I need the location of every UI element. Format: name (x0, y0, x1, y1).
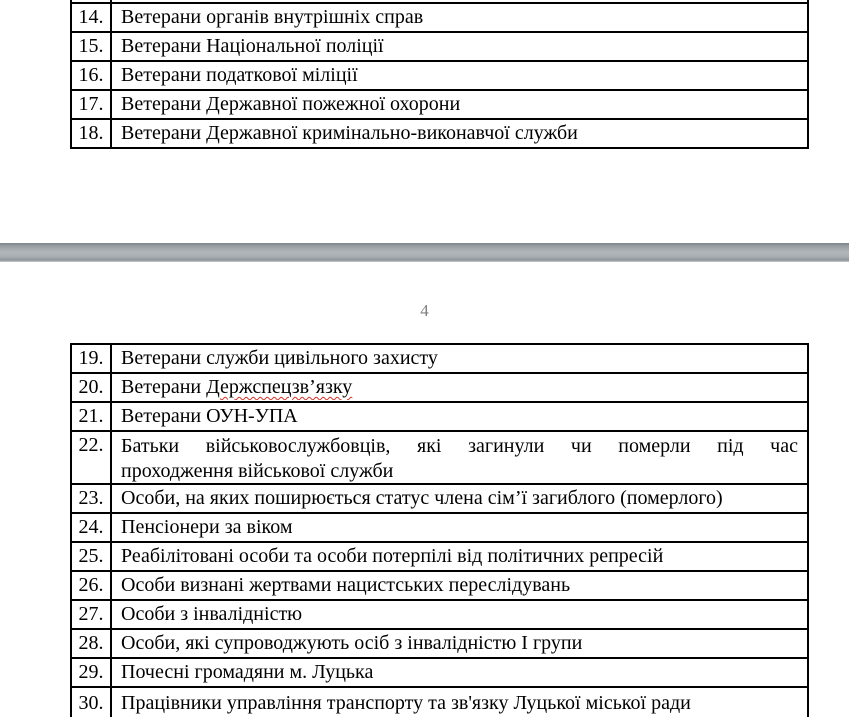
categories-table-page4[interactable]: 19. Ветерани служби цивільного захисту 2… (70, 343, 809, 717)
page-break-separator (0, 243, 849, 262)
row-number-cell[interactable]: 21. (72, 403, 112, 430)
row-number[interactable]: 26. (78, 574, 104, 596)
row-number[interactable]: 25. (78, 545, 104, 567)
row-number[interactable]: 21. (78, 405, 104, 427)
row-text[interactable]: Ветерани (121, 376, 207, 398)
row-text-cell[interactable]: Ветерани органів внутрішніх справ (112, 5, 807, 30)
row-text-cell[interactable]: Почесні громадяни м. Луцька (112, 660, 807, 685)
row-number-cell[interactable]: 28. (72, 630, 112, 657)
row-number-cell[interactable]: 27. (72, 601, 112, 628)
categories-table-page3[interactable]: 14. Ветерани органів внутрішніх справ 15… (70, 0, 809, 149)
table-row[interactable]: 16. Ветерани податкової міліції (72, 62, 807, 91)
row-text-cell[interactable]: Особи визнані жертвами нацистських перес… (112, 573, 807, 598)
row-text-cell[interactable]: Особи з інвалідністю (112, 602, 807, 627)
row-number[interactable]: 29. (78, 661, 104, 683)
row-text[interactable]: Ветерани ОУН-УПА (121, 405, 298, 427)
row-text-cell[interactable]: Працівники управління транспорту та зв'я… (112, 691, 807, 716)
row-number[interactable]: 17. (78, 93, 104, 115)
row-text-cell[interactable]: Ветерани служби цивільного захисту (112, 346, 807, 371)
row-text-cell[interactable]: Ветерани Державної кримінально-виконавчо… (112, 121, 807, 146)
row-text-cell[interactable]: Пенсіонери за віком (112, 515, 807, 540)
row-number-cell[interactable]: 19. (72, 345, 112, 372)
row-text-cell[interactable]: Ветерани Держспецзв’язку (112, 375, 807, 400)
row-text[interactable]: Особи з інвалідністю (121, 603, 303, 625)
row-number-cell[interactable]: 29. (72, 659, 112, 686)
row-number-cell[interactable]: 23. (72, 485, 112, 512)
table-row[interactable]: 23. Особи, на яких поширюється статус чл… (72, 485, 807, 514)
row-number[interactable]: 15. (78, 35, 104, 57)
row-text-line1[interactable]: Батьки військовослужбовців, які загинули… (121, 435, 798, 457)
row-text[interactable]: Ветерани податкової міліції (121, 64, 358, 86)
table-row[interactable]: 24. Пенсіонери за віком (72, 514, 807, 543)
table-row[interactable]: 22. Батьки військовослужбовців, які заги… (72, 432, 807, 485)
row-number[interactable]: 28. (78, 632, 104, 654)
row-text[interactable]: Ветерани органів внутрішніх справ (121, 6, 424, 28)
row-number-cell[interactable]: 15. (72, 33, 112, 60)
row-number[interactable]: 20. (78, 376, 104, 398)
row-text-cell[interactable]: Ветерани Національної поліції (112, 34, 807, 59)
row-number[interactable]: 27. (78, 603, 104, 625)
row-text[interactable]: Ветерани Державної кримінально-виконавчо… (121, 122, 578, 144)
row-text[interactable]: Реабілітовані особи та особи потерпілі в… (121, 545, 664, 567)
row-number-cell[interactable]: 24. (72, 514, 112, 541)
row-text[interactable]: Пенсіонери за віком (121, 516, 293, 538)
row-number-cell[interactable]: 16. (72, 62, 112, 89)
row-text[interactable]: Ветерани служби цивільного захисту (121, 347, 438, 369)
row-number-cell[interactable]: 17. (72, 91, 112, 118)
row-text[interactable]: Особи, які супроводжують осіб з інвалідн… (121, 632, 583, 654)
row-number-cell (72, 0, 112, 2)
misspelled-word[interactable]: Держспецзв’язку (206, 376, 353, 398)
row-text[interactable]: Ветерани Державної пожежної охорони (121, 93, 461, 115)
table-row[interactable]: 28. Особи, які супроводжують осіб з інва… (72, 630, 807, 659)
table-row[interactable]: 26. Особи визнані жертвами нацистських п… (72, 572, 807, 601)
row-text[interactable]: Почесні громадяни м. Луцька (121, 661, 374, 683)
row-number[interactable]: 19. (78, 347, 104, 369)
row-text-cell[interactable]: Особи, на яких поширюється статус члена … (112, 486, 807, 511)
row-number[interactable]: 30. (78, 691, 104, 714)
row-number[interactable]: 18. (78, 122, 104, 144)
row-text-cell[interactable]: Батьки військовослужбовців, які загинули… (112, 432, 807, 484)
row-number[interactable]: 14. (78, 6, 104, 28)
row-text-cell[interactable]: Особи, які супроводжують осіб з інвалідн… (112, 631, 807, 656)
table-row[interactable]: 20. Ветерани Держспецзв’язку (72, 374, 807, 403)
row-number[interactable]: 23. (78, 487, 104, 509)
row-text-cell[interactable]: Ветерани Державної пожежної охорони (112, 92, 807, 117)
table-row[interactable]: 27. Особи з інвалідністю (72, 601, 807, 630)
table-row[interactable]: 21. Ветерани ОУН-УПА (72, 403, 807, 432)
row-number[interactable]: 16. (78, 64, 104, 86)
row-text[interactable]: Працівники управління транспорту та зв'я… (121, 691, 691, 714)
table-row[interactable]: 29. Почесні громадяни м. Луцька (72, 659, 807, 688)
table-row[interactable]: 25. Реабілітовані особи та особи потерпі… (72, 543, 807, 572)
row-number-cell[interactable]: 14. (72, 4, 112, 31)
row-number[interactable]: 22. (78, 434, 104, 456)
table-row[interactable]: 19. Ветерани служби цивільного захисту (72, 345, 807, 374)
table-row[interactable]: 30. Працівники управління транспорту та … (72, 688, 807, 717)
page-number: 4 (420, 301, 429, 320)
row-text-cell[interactable]: Реабілітовані особи та особи потерпілі в… (112, 544, 807, 569)
row-text[interactable]: Особи, на яких поширюється статус члена … (121, 487, 723, 509)
row-number-cell[interactable]: 18. (72, 120, 112, 147)
row-text-cell[interactable]: Ветерани ОУН-УПА (112, 404, 807, 429)
row-text[interactable]: Особи визнані жертвами нацистських перес… (121, 574, 571, 596)
table-row[interactable]: 14. Ветерани органів внутрішніх справ (72, 4, 807, 33)
row-number[interactable]: 24. (78, 516, 104, 538)
table-row[interactable]: 17. Ветерани Державної пожежної охорони (72, 91, 807, 120)
table-row[interactable]: 18. Ветерани Державної кримінально-викон… (72, 120, 807, 149)
row-number-cell[interactable]: 30. (72, 688, 112, 717)
row-number-cell[interactable]: 22. (72, 432, 112, 483)
table-row[interactable]: 15. Ветерани Національної поліції (72, 33, 807, 62)
row-text-line2[interactable]: проходження військової служби (121, 460, 394, 482)
row-number-cell[interactable]: 20. (72, 374, 112, 401)
table-row-partial (72, 0, 807, 4)
row-number-cell[interactable]: 26. (72, 572, 112, 599)
row-text[interactable]: Ветерани Національної поліції (121, 35, 384, 57)
row-number-cell[interactable]: 25. (72, 543, 112, 570)
row-text-cell[interactable]: Ветерани податкової міліції (112, 63, 807, 88)
